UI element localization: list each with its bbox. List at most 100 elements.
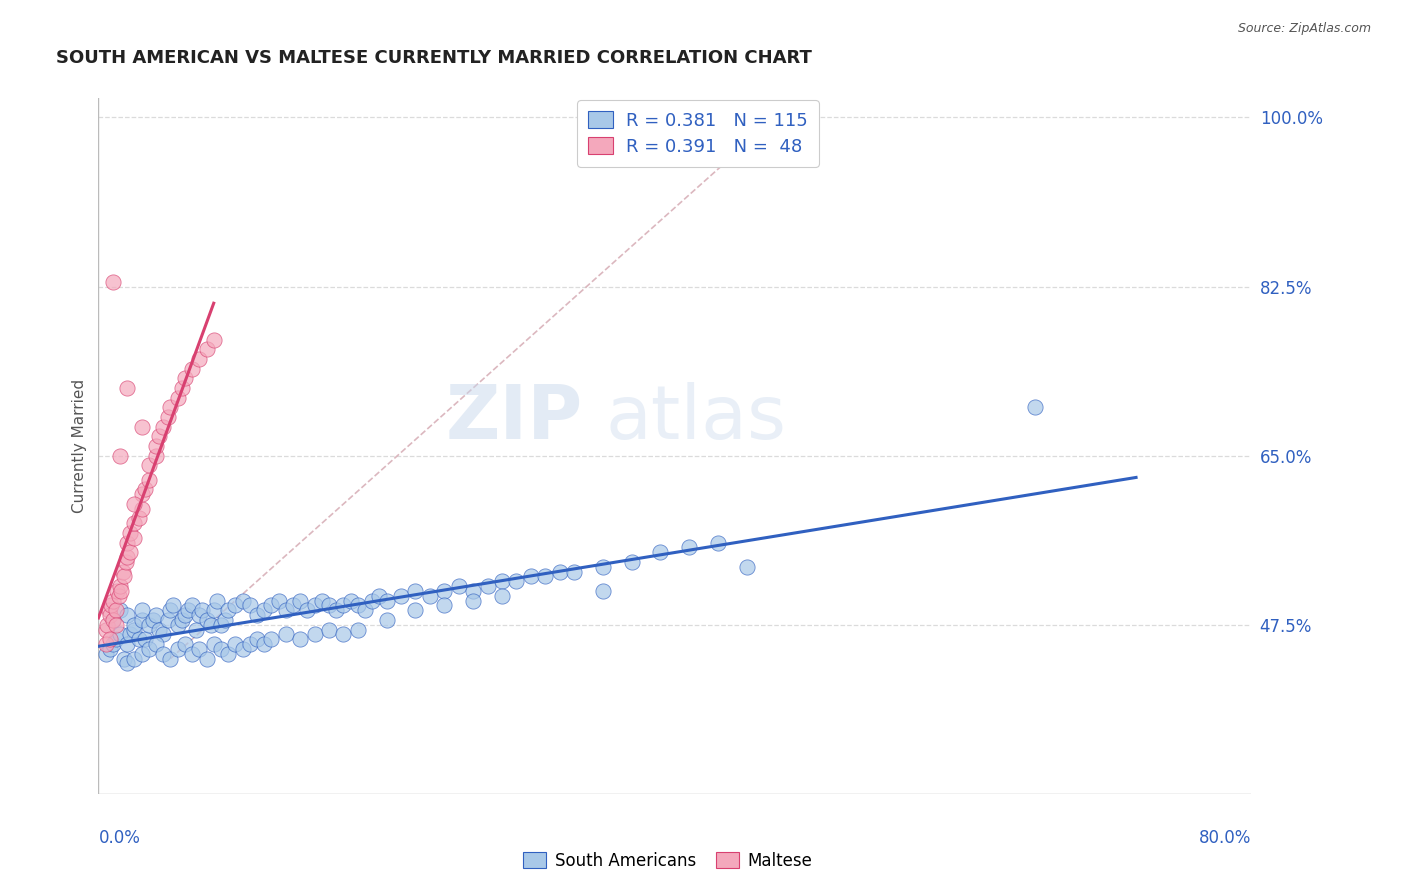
Point (94, 647, 117, 661)
Point (104, 632, 127, 647)
Point (145, 439, 167, 453)
Point (108, 449, 131, 463)
Point (138, 617, 160, 632)
Point (188, 608, 211, 623)
Point (134, 632, 156, 647)
Point (281, 599, 304, 613)
Point (104, 603, 127, 617)
Point (104, 617, 127, 632)
Point (166, 617, 188, 632)
Point (188, 351, 211, 366)
Point (246, 632, 269, 647)
Point (200, 617, 222, 632)
Point (447, 579, 470, 593)
Point (274, 603, 297, 617)
Text: Source: ZipAtlas.com: Source: ZipAtlas.com (1237, 22, 1371, 36)
Point (267, 593, 290, 607)
Point (108, 603, 131, 617)
Point (231, 593, 254, 607)
Point (124, 497, 146, 511)
Point (290, 593, 312, 607)
Point (735, 559, 758, 574)
Point (166, 642, 188, 657)
Point (195, 651, 218, 665)
Point (131, 487, 153, 501)
Point (534, 569, 557, 583)
Point (159, 603, 181, 617)
Point (124, 516, 146, 531)
Point (134, 483, 156, 497)
Point (177, 603, 200, 617)
Point (214, 613, 236, 627)
Point (433, 599, 456, 613)
Point (98, 632, 121, 647)
Point (170, 613, 193, 627)
Point (274, 627, 297, 641)
Point (174, 608, 197, 623)
Point (174, 637, 197, 651)
Point (620, 555, 643, 569)
Point (253, 637, 276, 651)
Point (297, 603, 319, 617)
Point (145, 449, 167, 463)
Point (346, 599, 368, 613)
Text: 0.0%: 0.0% (98, 829, 141, 847)
Point (239, 637, 262, 651)
Point (131, 613, 153, 627)
Point (108, 579, 131, 593)
Point (138, 458, 160, 473)
Point (124, 531, 146, 545)
Point (491, 574, 513, 589)
Point (97, 603, 120, 617)
Point (145, 637, 167, 651)
Point (433, 583, 456, 598)
Point (246, 608, 269, 623)
Point (209, 617, 232, 632)
Point (592, 559, 614, 574)
Point (520, 569, 543, 583)
Point (461, 583, 484, 598)
Point (361, 593, 384, 607)
Point (166, 391, 188, 405)
Point (368, 589, 391, 603)
Point (592, 583, 614, 598)
Point (120, 545, 142, 559)
Point (105, 583, 128, 598)
Text: ZIP: ZIP (446, 382, 582, 455)
Point (128, 511, 150, 525)
Point (191, 603, 214, 617)
Point (94, 637, 117, 651)
Legend: R = 0.381   N = 115, R = 0.391   N =  48: R = 0.381 N = 115, R = 0.391 N = 48 (578, 100, 818, 167)
Point (209, 642, 232, 657)
Y-axis label: Currently Married: Currently Married (72, 379, 87, 513)
Point (101, 593, 124, 607)
Point (152, 647, 174, 661)
Point (148, 429, 170, 443)
Point (117, 535, 139, 549)
Point (562, 565, 585, 579)
Point (260, 599, 283, 613)
Point (94, 623, 117, 637)
Point (98, 608, 121, 623)
Point (120, 526, 142, 541)
Point (548, 565, 571, 579)
Point (96, 617, 118, 632)
Point (181, 361, 204, 376)
Point (195, 613, 218, 627)
Point (253, 603, 276, 617)
Point (239, 599, 262, 613)
Point (707, 535, 730, 549)
Point (332, 599, 354, 613)
Point (108, 627, 131, 641)
Point (131, 603, 153, 617)
Point (159, 651, 181, 665)
Point (181, 647, 204, 661)
Point (124, 651, 146, 665)
Text: atlas: atlas (606, 382, 787, 455)
Point (117, 637, 139, 651)
Legend: South Americans, Maltese: South Americans, Maltese (516, 846, 820, 877)
Point (332, 627, 354, 641)
Point (124, 623, 146, 637)
Point (181, 599, 204, 613)
Point (461, 593, 484, 607)
